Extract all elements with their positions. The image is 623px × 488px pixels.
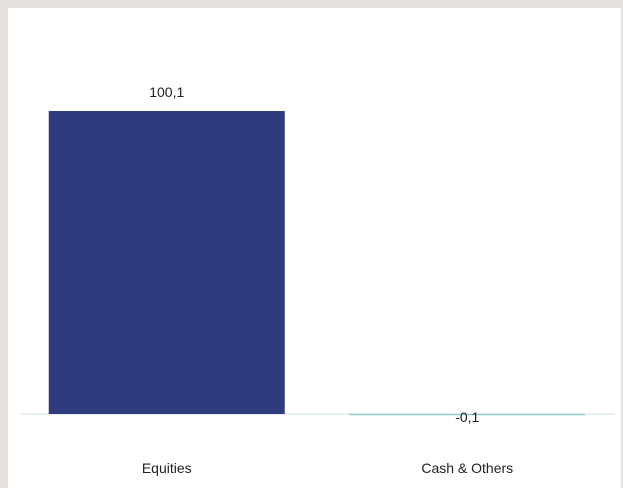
category-label-group: Equities Cash & Others (142, 460, 513, 476)
category-label: Equities (142, 460, 192, 476)
bar-group (48, 111, 586, 416)
value-label-group: 100,1 -0,1 (149, 84, 479, 425)
value-label: -0,1 (455, 409, 479, 425)
bar-equities (48, 111, 285, 414)
value-label: 100,1 (149, 84, 184, 100)
bar-cash-others (349, 414, 586, 416)
category-label: Cash & Others (421, 460, 513, 476)
